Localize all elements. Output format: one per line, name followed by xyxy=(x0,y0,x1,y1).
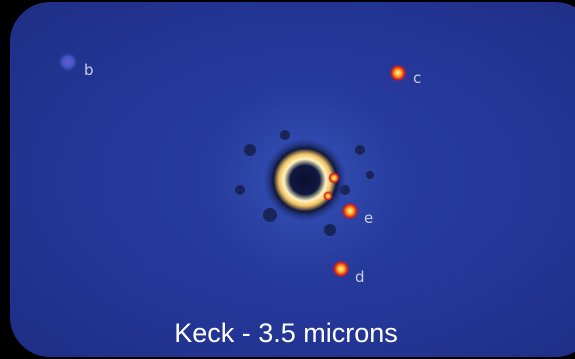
inner-speckle xyxy=(323,191,333,201)
page: {"image": {"caption": "Keck - 3.5 micron… xyxy=(0,0,575,359)
planet-c xyxy=(389,64,407,82)
planet-e xyxy=(341,202,359,220)
planet-label: e xyxy=(364,209,373,227)
planet-label: c xyxy=(413,69,421,87)
inner-speckle xyxy=(328,172,340,184)
planet-label: b xyxy=(84,61,94,79)
planet-label: d xyxy=(355,268,365,286)
astro-image: b c e d Keck - 3.5 microns xyxy=(0,0,575,359)
planet-d xyxy=(332,260,350,278)
planet-b xyxy=(58,52,78,72)
image-field xyxy=(10,2,575,357)
caption: Keck - 3.5 microns xyxy=(174,318,398,348)
